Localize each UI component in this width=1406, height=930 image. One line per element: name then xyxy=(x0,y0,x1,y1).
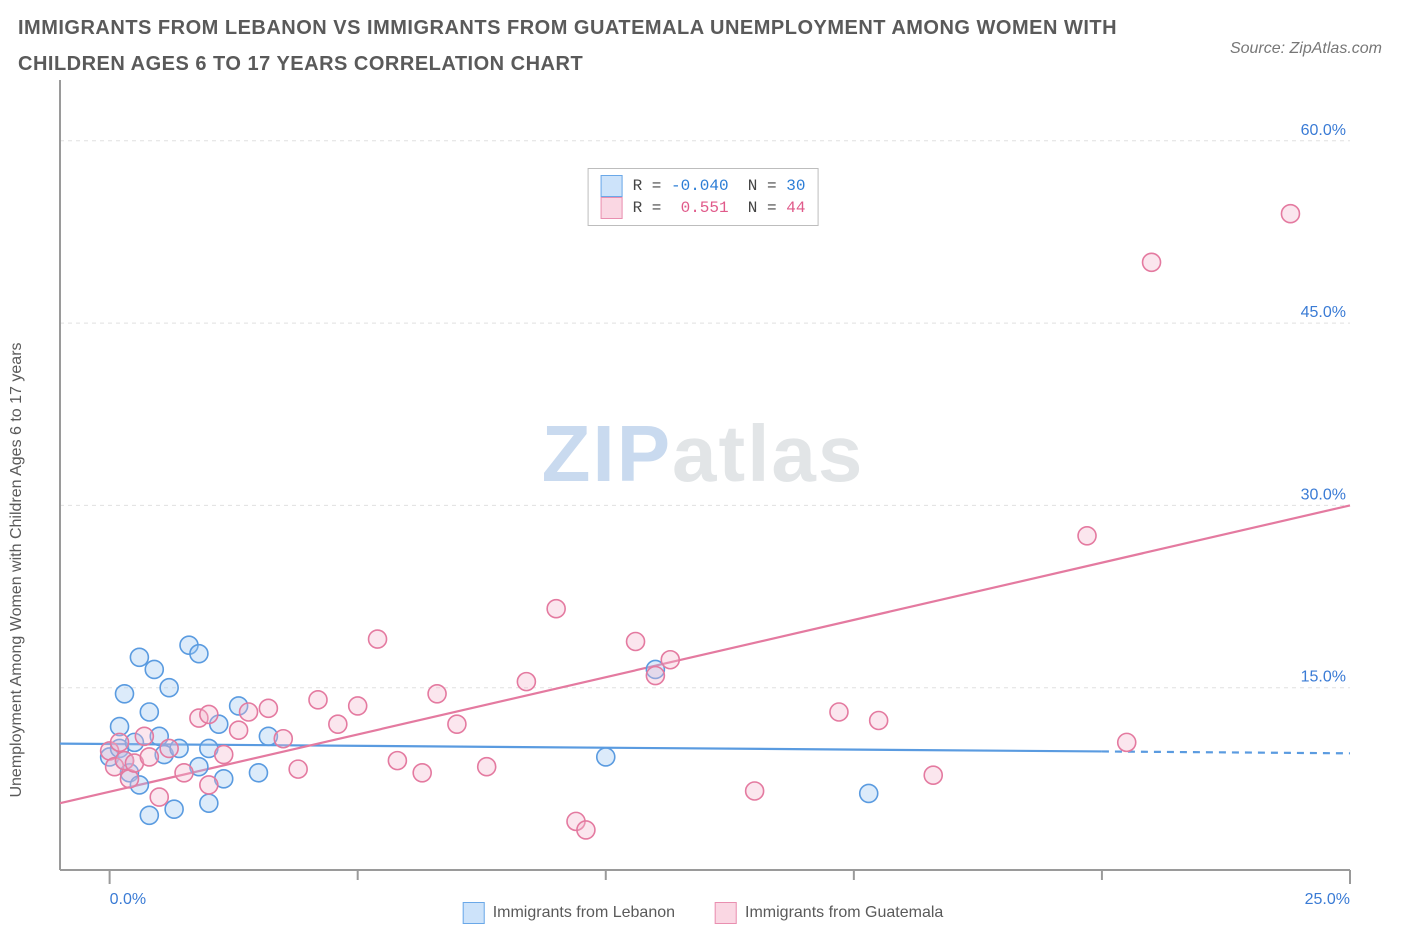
data-point xyxy=(200,794,218,812)
trend-line xyxy=(60,505,1350,803)
data-point xyxy=(130,648,148,666)
data-point xyxy=(1281,205,1299,223)
data-point xyxy=(924,766,942,784)
source-label: Source: ZipAtlas.com xyxy=(1230,40,1382,58)
data-point xyxy=(135,727,153,745)
data-point xyxy=(413,764,431,782)
data-point xyxy=(116,685,134,703)
data-point xyxy=(150,788,168,806)
data-point xyxy=(190,645,208,663)
data-point xyxy=(830,703,848,721)
data-point xyxy=(230,721,248,739)
data-point xyxy=(388,752,406,770)
legend-stats: R = -0.040 N = 30 xyxy=(633,177,806,195)
legend-item: Immigrants from Guatemala xyxy=(715,902,943,924)
data-point xyxy=(111,733,129,751)
data-point xyxy=(329,715,347,733)
data-point xyxy=(1118,733,1136,751)
data-point xyxy=(274,730,292,748)
data-point xyxy=(746,782,764,800)
trend-line-dashed xyxy=(1102,751,1350,753)
data-point xyxy=(175,764,193,782)
legend-swatch xyxy=(715,902,737,924)
data-point xyxy=(289,760,307,778)
data-point xyxy=(627,633,645,651)
data-point xyxy=(215,746,233,764)
legend-stats: R = 0.551 N = 44 xyxy=(633,199,806,217)
data-point xyxy=(448,715,466,733)
y-tick-label: 60.0% xyxy=(1301,122,1346,139)
data-point xyxy=(1078,527,1096,545)
legend-series: Immigrants from Lebanon Immigrants from G… xyxy=(463,902,944,924)
data-point xyxy=(547,600,565,618)
x-tick-label: 25.0% xyxy=(1305,891,1350,908)
data-point xyxy=(200,705,218,723)
data-point xyxy=(140,806,158,824)
legend-swatch xyxy=(601,197,623,219)
data-point xyxy=(428,685,446,703)
legend-row: R = -0.040 N = 30 xyxy=(601,175,806,197)
data-point xyxy=(259,699,277,717)
x-tick-label: 0.0% xyxy=(110,891,146,908)
data-point xyxy=(517,673,535,691)
data-point xyxy=(870,712,888,730)
data-point xyxy=(478,758,496,776)
data-point xyxy=(160,739,178,757)
data-point xyxy=(597,748,615,766)
data-point xyxy=(140,703,158,721)
data-point xyxy=(145,660,163,678)
data-point xyxy=(646,667,664,685)
y-tick-label: 45.0% xyxy=(1301,304,1346,321)
legend-correlation: R = -0.040 N = 30 R = 0.551 N = 44 xyxy=(588,168,819,226)
legend-swatch xyxy=(463,902,485,924)
y-tick-label: 15.0% xyxy=(1301,669,1346,686)
data-point xyxy=(860,784,878,802)
data-point xyxy=(349,697,367,715)
legend-label: Immigrants from Guatemala xyxy=(745,904,943,922)
data-point xyxy=(369,630,387,648)
data-point xyxy=(577,821,595,839)
data-point xyxy=(240,703,258,721)
plot-container: Unemployment Among Women with Children A… xyxy=(0,80,1406,930)
data-point xyxy=(309,691,327,709)
y-tick-label: 30.0% xyxy=(1301,486,1346,503)
chart-title: IMMIGRANTS FROM LEBANON VS IMMIGRANTS FR… xyxy=(18,10,1118,82)
legend-row: R = 0.551 N = 44 xyxy=(601,197,806,219)
legend-swatch xyxy=(601,175,623,197)
data-point xyxy=(140,748,158,766)
legend-label: Immigrants from Lebanon xyxy=(493,904,675,922)
legend-item: Immigrants from Lebanon xyxy=(463,902,675,924)
data-point xyxy=(1143,253,1161,271)
data-point xyxy=(249,764,267,782)
data-point xyxy=(661,651,679,669)
data-point xyxy=(200,776,218,794)
data-point xyxy=(160,679,178,697)
data-point xyxy=(165,800,183,818)
